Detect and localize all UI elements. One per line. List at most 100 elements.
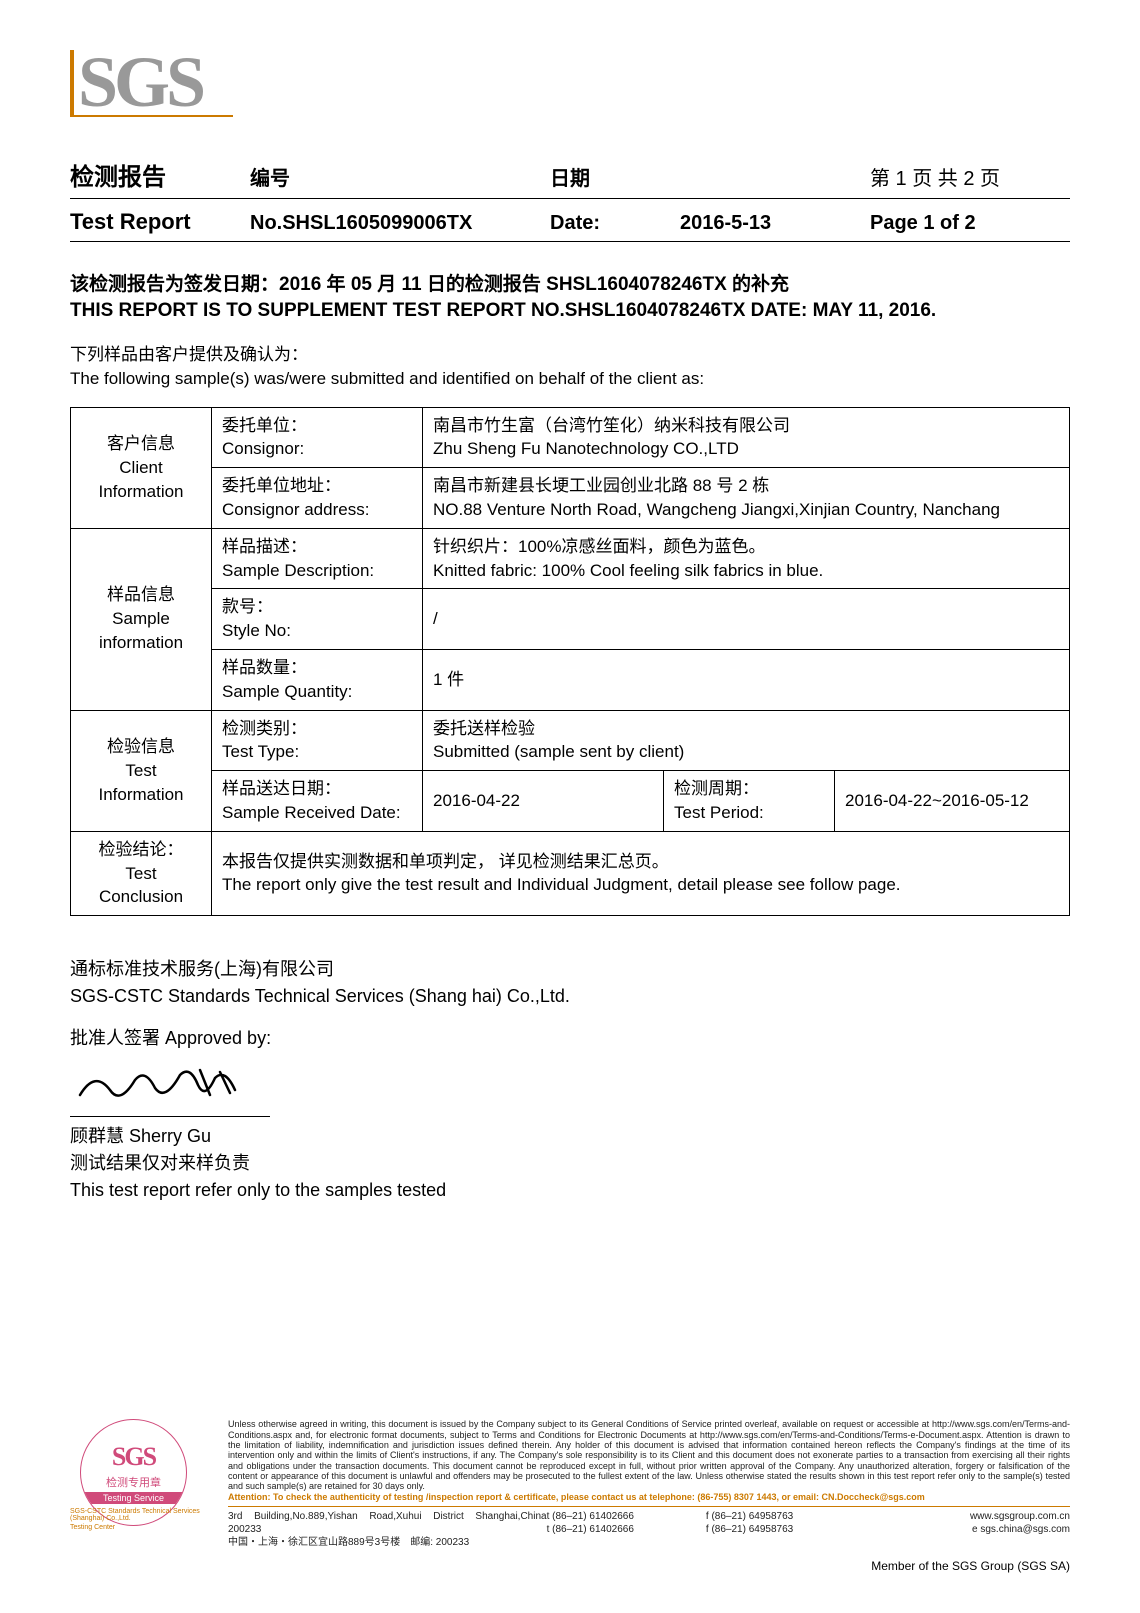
received-label-en: Sample Received Date: [222,801,412,825]
client-label-en1: Client [81,456,201,480]
received-value: 2016-04-22 [423,771,664,832]
consignor-cn: 南昌市竹生富（台湾竹笙化）纳米科技有限公司 [433,414,1059,438]
date-value: 2016-5-13 [680,212,870,235]
footer-addr-cn: 中国・上海・徐汇区宜山路889号3号楼 邮编: 200233 [228,1536,547,1549]
conclusion-label-en2: Conclusion [81,885,201,909]
type-label-cn: 检测类别： [222,717,412,741]
separator-1 [70,198,1070,199]
sample-section-label: 样品信息 Sample information [71,528,212,710]
style-value: / [423,589,1070,650]
footer-web1: www.sgsgroup.com.cn [865,1510,1070,1523]
consignor-label-cn: 委托单位： [222,414,412,438]
sample-desc-row: 样品信息 Sample information 样品描述： Sample Des… [71,528,1070,589]
period-label: 检测周期： Test Period: [664,771,835,832]
stamp-cn: 检测专用章 [81,1474,186,1490]
client-consignor-row: 客户信息 Client Information 委托单位： Consignor:… [71,407,1070,468]
consignor-value: 南昌市竹生富（台湾竹笙化）纳米科技有限公司 Zhu Sheng Fu Nanot… [423,407,1070,468]
qty-label-cn: 样品数量： [222,656,412,680]
disclaimer-text: Unless otherwise agreed in writing, this… [228,1419,1070,1491]
sample-label-en2: information [81,631,201,655]
address-value: 南昌市新建县长埂工业园创业北路 88 号 2 栋 NO.88 Venture N… [423,468,1070,529]
address-label-en: Consignor address: [222,498,412,522]
header-row-cn: 检测报告 编号 日期 第 1 页 共 2 页 [70,157,1070,192]
report-no-value: SHSL1605099006TX [282,212,472,234]
page-cn: 第 1 页 共 2 页 [870,162,1070,191]
approver-name: 顾群慧 Sherry Gu [70,1123,1070,1150]
footer-fax-col: f (86–21) 64958763 f (86–21) 64958763 [706,1510,865,1549]
stamp-box: SGS 检测专用章 Testing Service SGS-CSTC Stand… [70,1419,220,1529]
style-label-en: Style No: [222,619,412,643]
footer: SGS 检测专用章 Testing Service SGS-CSTC Stand… [70,1419,1070,1573]
footer-web-col: www.sgsgroup.com.cn e sgs.china@sgs.com [865,1510,1070,1549]
test-dates-row: 样品送达日期： Sample Received Date: 2016-04-22… [71,771,1070,832]
desc-label-en: Sample Description: [222,559,412,583]
style-label-cn: 款号： [222,595,412,619]
sample-style-row: 款号： Style No: / [71,589,1070,650]
company-info: 通标标准技术服务(上海)有限公司 SGS-CSTC Standards Tech… [70,956,1070,1010]
page-en: Page 1 of 2 [870,212,1070,235]
period-label-cn: 检测周期： [674,777,824,801]
disclaimer-warn: Attention: To check the authenticity of … [228,1492,925,1502]
supplement-cn: 该检测报告为签发日期：2016 年 05 月 11 日的检测报告 SHSL160… [70,272,1070,299]
date-label-cn: 日期 [550,162,680,191]
test-type-row: 检验信息 Test Information 检测类别： Test Type: 委… [71,710,1070,771]
no-label-cn: 编号 [250,162,550,191]
qty-label: 样品数量： Sample Quantity: [212,649,423,710]
company-en: SGS-CSTC Standards Technical Services (S… [70,983,1070,1010]
report-title-en: Test Report [70,209,250,235]
approver-block: 顾群慧 Sherry Gu 测试结果仅对来样负责 This test repor… [70,1123,1070,1204]
desc-label-cn: 样品描述： [222,535,412,559]
client-label-en2: Information [81,480,201,504]
intro-en: The following sample(s) was/were submitt… [70,367,1070,391]
conclusion-row: 检验结论： Test Conclusion 本报告仅提供实测数据和单项判定， 详… [71,831,1070,915]
sample-label-cn: 样品信息 [81,583,201,607]
signature-block [70,1060,1070,1120]
test-section-label: 检验信息 Test Information [71,710,212,831]
desc-en: Knitted fabric: 100% Cool feeling silk f… [433,559,1059,583]
stamp-banner: Testing Service [85,1492,182,1504]
conclusion-cn: 本报告仅提供实测数据和单项判定， 详见检测结果汇总页。 [222,850,1059,874]
type-en: Submitted (sample sent by client) [433,740,1059,764]
company-cn: 通标标准技术服务(上海)有限公司 [70,956,1070,983]
footer-addr-en: 3rd Building,No.889,Yishan Road,Xuhui Di… [228,1510,547,1536]
consignor-en: Zhu Sheng Fu Nanotechnology CO.,LTD [433,437,1059,461]
desc-value: 针织织片：100%凉感丝面料，颜色为蓝色。 Knitted fabric: 10… [423,528,1070,589]
sample-qty-row: 样品数量： Sample Quantity: 1 件 [71,649,1070,710]
report-table: 客户信息 Client Information 委托单位： Consignor:… [70,407,1070,917]
stamp-sgs: SGS [81,1442,186,1472]
address-en: NO.88 Venture North Road, Wangcheng Jian… [433,498,1059,522]
type-value: 委托送样检验 Submitted (sample sent by client) [423,710,1070,771]
supplement-en: THIS REPORT IS TO SUPPLEMENT TEST REPORT… [70,298,1070,325]
test-label-en1: Test [81,759,201,783]
received-label: 样品送达日期： Sample Received Date: [212,771,423,832]
approver-note-cn: 测试结果仅对来样负责 [70,1150,1070,1177]
report-no: No.SHSL1605099006TX [250,212,550,235]
footer-fax-1: f (86–21) 64958763 [706,1510,865,1523]
footer-flex: SGS 检测专用章 Testing Service SGS-CSTC Stand… [70,1419,1070,1549]
conclusion-section-label: 检验结论： Test Conclusion [71,831,212,915]
intro-text: 下列样品由客户提供及确认为： The following sample(s) w… [70,343,1070,391]
consignor-label: 委托单位： Consignor: [212,407,423,468]
type-label-en: Test Type: [222,740,412,764]
conclusion-value: 本报告仅提供实测数据和单项判定， 详见检测结果汇总页。 The report o… [212,831,1070,915]
address-label-cn: 委托单位地址： [222,474,412,498]
client-address-row: 委托单位地址： Consignor address: 南昌市新建县长埂工业园创业… [71,468,1070,529]
client-section-label: 客户信息 Client Information [71,407,212,528]
conclusion-label-en1: Test [81,862,201,886]
consignor-label-en: Consignor: [222,437,412,461]
footer-tel-1: t (86–21) 61402666 [547,1510,706,1523]
intro-cn: 下列样品由客户提供及确认为： [70,343,1070,367]
received-label-cn: 样品送达日期： [222,777,412,801]
conclusion-label-cn: 检验结论： [81,838,201,862]
approved-label: 批准人签署 Approved by: [70,1024,1070,1050]
footer-web2: e sgs.china@sgs.com [865,1523,1070,1536]
desc-cn: 针织织片：100%凉感丝面料，颜色为蓝色。 [433,535,1059,559]
footer-fax-2: f (86–21) 64958763 [706,1523,865,1536]
separator-2 [70,241,1070,242]
disclaimer-block: Unless otherwise agreed in writing, this… [228,1419,1070,1549]
test-report-page: SGS 检测报告 编号 日期 第 1 页 共 2 页 Test Report N… [0,0,1140,1613]
test-label-cn: 检验信息 [81,735,201,759]
period-label-en: Test Period: [674,801,824,825]
desc-label: 样品描述： Sample Description: [212,528,423,589]
address-label: 委托单位地址： Consignor address: [212,468,423,529]
